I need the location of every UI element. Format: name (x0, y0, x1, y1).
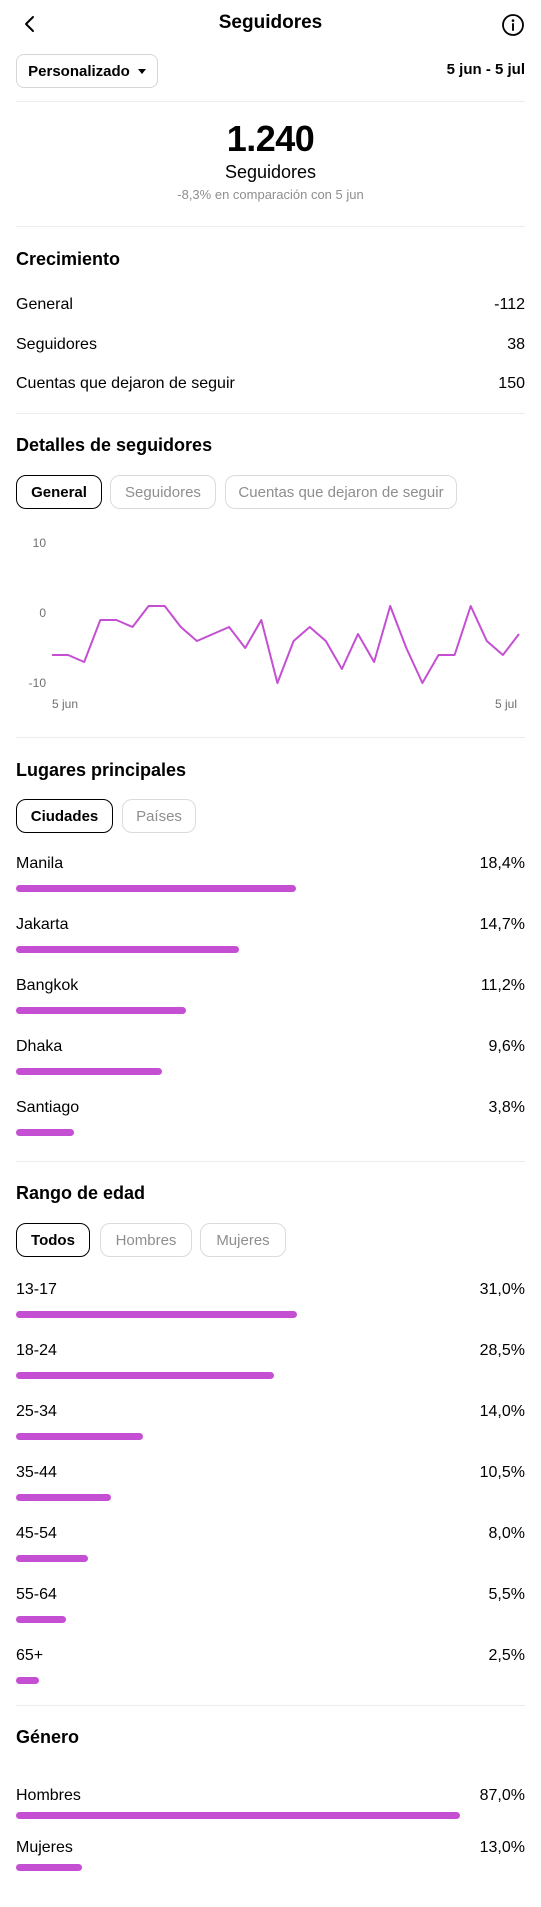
progress-bar (16, 1129, 74, 1136)
divider (16, 226, 525, 227)
bar-row-label: Santiago (16, 1099, 80, 1116)
gender-title: Género (16, 1727, 80, 1747)
progress-bar (16, 1812, 460, 1819)
series-line (52, 605, 520, 684)
progress-bar (16, 1555, 88, 1562)
bar-row-value: 14,0% (479, 1403, 525, 1420)
progress-bar (16, 1677, 39, 1684)
tab-unfollows[interactable]: Cuentas que dejaron de seguir (225, 475, 457, 509)
progress-bar (16, 1616, 66, 1623)
followers-comparison: -8,3% en comparación con 5 jun (177, 187, 364, 202)
info-button[interactable] (500, 12, 526, 38)
y-tick-label: 10 (33, 536, 47, 550)
bar-row-label: Bangkok (16, 977, 79, 994)
bar-row-value: 9,6% (488, 1038, 525, 1055)
progress-bar (16, 1007, 186, 1014)
age-title: Rango de edad (16, 1183, 146, 1203)
bar-row-value: 31,0% (479, 1281, 525, 1298)
caret-down-icon (137, 68, 146, 74)
bar-row-value: 14,7% (479, 916, 525, 933)
bar-row-label: Dhaka (16, 1038, 63, 1055)
progress-bar (16, 946, 239, 953)
bar-row-label: Manila (16, 855, 64, 872)
bar-row-label: Jakarta (16, 916, 69, 933)
bar-row-value: 2,5% (488, 1647, 525, 1664)
x-tick-label: 5 jun (52, 697, 78, 711)
growth-row-label: General (16, 296, 73, 313)
details-tabs: General Seguidores Cuentas que dejaron d… (16, 475, 525, 509)
bar-row-value: 13,0% (479, 1839, 525, 1856)
tab-countries[interactable]: Países (122, 799, 196, 833)
bar-row-label: 25-34 (16, 1403, 57, 1420)
period-dropdown-label: Personalizado (28, 62, 130, 80)
progress-bar (16, 1433, 143, 1440)
growth-row-value: -112 (494, 296, 525, 313)
divider (16, 1705, 525, 1706)
period-dropdown[interactable]: Personalizado (16, 54, 158, 88)
details-title: Detalles de seguidores (16, 435, 213, 455)
bar-row-value: 3,8% (488, 1099, 525, 1116)
tab-general[interactable]: General (16, 475, 102, 509)
bar-row-label: 35-44 (16, 1464, 57, 1481)
bar-row-label: Hombres (16, 1787, 81, 1804)
followers-label: Seguidores (224, 162, 317, 182)
tab-cities[interactable]: Ciudades (16, 799, 113, 833)
bar-row-value: 5,5% (488, 1586, 525, 1603)
divider (16, 1161, 525, 1162)
chevron-left-icon (25, 16, 34, 32)
progress-bar (16, 885, 296, 892)
growth-title: Crecimiento (16, 249, 121, 269)
bar-row-value: 10,5% (479, 1464, 525, 1481)
growth-row-label: Seguidores (16, 336, 97, 353)
locations-tabs: Ciudades Países (16, 799, 525, 833)
divider (16, 737, 525, 738)
divider (16, 413, 525, 414)
bar-row-label: 45-54 (16, 1525, 57, 1542)
page-title: Seguidores (218, 12, 323, 33)
followers-line-chart: 10 0 -10 5 jun 5 jul (29, 536, 520, 711)
divider (16, 101, 525, 102)
growth-row-label: Cuentas que dejaron de seguir (16, 375, 235, 392)
progress-bar (16, 1494, 111, 1501)
y-tick-label: -10 (29, 676, 47, 690)
info-circle-icon (502, 14, 524, 36)
tab-all[interactable]: Todos (16, 1223, 90, 1257)
tab-followers[interactable]: Seguidores (110, 475, 216, 509)
tab-men[interactable]: Hombres (100, 1223, 192, 1257)
bar-row-label: 18-24 (16, 1342, 57, 1359)
growth-row-value: 150 (498, 375, 525, 392)
date-range: 5 jun - 5 jul (446, 61, 525, 78)
bar-row-value: 28,5% (479, 1342, 525, 1359)
back-button[interactable] (18, 12, 42, 36)
bar-row-value: 87,0% (479, 1787, 525, 1804)
bar-row-value: 8,0% (488, 1525, 525, 1542)
bar-row-value: 18,4% (479, 855, 525, 872)
bar-row-label: Mujeres (16, 1839, 73, 1856)
progress-bar (16, 1311, 297, 1318)
followers-total: 1.240 (226, 118, 315, 159)
tab-women[interactable]: Mujeres (200, 1223, 286, 1257)
locations-title: Lugares principales (16, 760, 187, 780)
progress-bar (16, 1864, 82, 1871)
progress-bar (16, 1372, 274, 1379)
bar-row-label: 65+ (16, 1647, 44, 1664)
x-tick-label: 5 jul (495, 697, 517, 711)
bar-row-label: 55-64 (16, 1586, 57, 1603)
bar-row-value: 11,2% (480, 977, 525, 994)
y-tick-label: 0 (39, 606, 46, 620)
growth-row-value: 38 (507, 336, 525, 353)
progress-bar (16, 1068, 162, 1075)
bar-row-label: 13-17 (16, 1281, 57, 1298)
age-tabs: Todos Hombres Mujeres (16, 1223, 525, 1257)
